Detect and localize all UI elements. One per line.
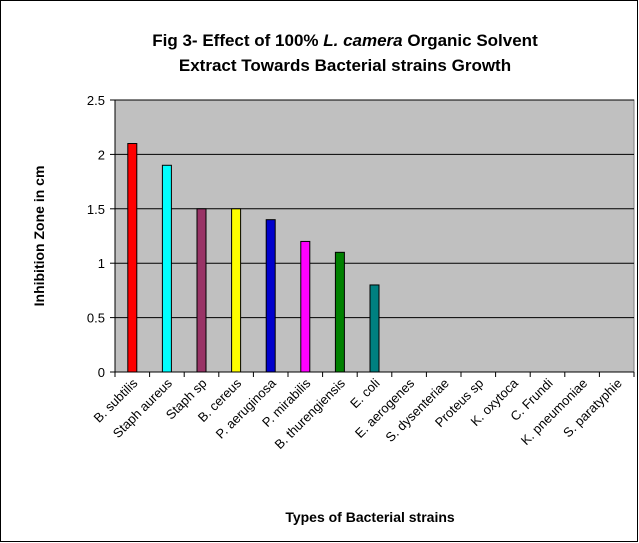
y-tick-label: 1.5: [87, 202, 105, 217]
bar: [369, 284, 380, 373]
bar: [127, 143, 138, 373]
title-part: Organic Solvent: [403, 31, 538, 50]
bar: [231, 208, 242, 373]
y-axis-title: Inhibition Zone in cm: [31, 166, 47, 307]
y-tick-label: 2.5: [87, 93, 105, 108]
bar: [334, 251, 345, 373]
bar: [161, 164, 172, 373]
chart-title: Extract Towards Bacterial strains Growth: [179, 56, 511, 75]
y-tick-label: 0: [98, 365, 105, 380]
x-axis-title: Types of Bacterial strains: [285, 509, 455, 525]
y-tick-label: 2: [98, 147, 105, 162]
title-part: L. camera: [323, 31, 402, 50]
title-part: Fig 3- Effect of 100%: [152, 31, 323, 50]
y-tick-label: 1: [98, 256, 105, 271]
chart-title: Fig 3- Effect of 100% L. camera Organic …: [152, 31, 538, 50]
bar: [265, 219, 276, 373]
y-tick-label: 0.5: [87, 311, 105, 326]
bar: [196, 208, 207, 373]
bar: [300, 240, 311, 373]
